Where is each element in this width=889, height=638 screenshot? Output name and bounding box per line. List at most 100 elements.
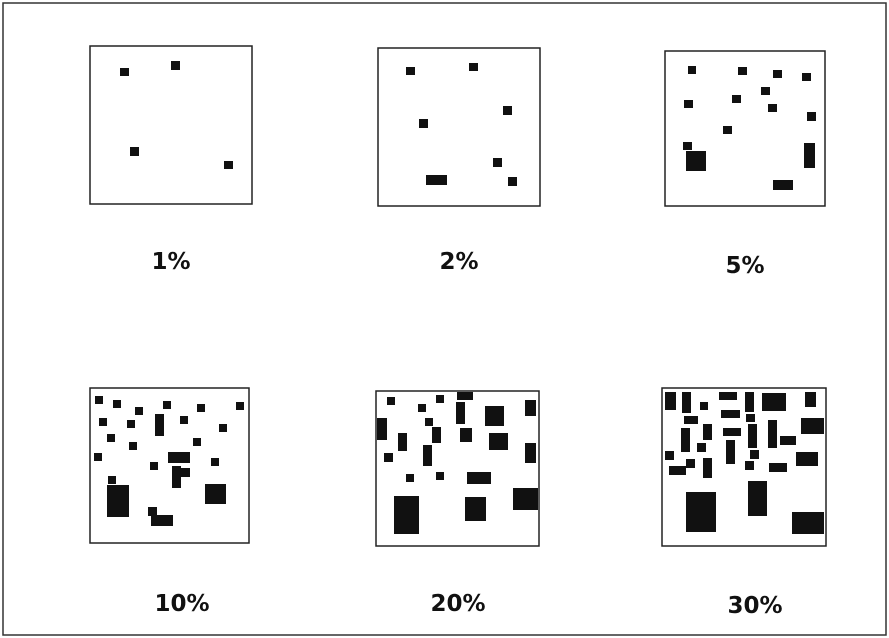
block bbox=[224, 161, 233, 169]
block bbox=[669, 466, 686, 475]
block bbox=[193, 438, 201, 446]
panel-30pct: 30% bbox=[661, 387, 827, 619]
block bbox=[665, 392, 676, 410]
block bbox=[807, 112, 816, 121]
block bbox=[485, 406, 504, 426]
block bbox=[436, 472, 444, 480]
block bbox=[387, 397, 395, 405]
block bbox=[465, 497, 486, 521]
block bbox=[681, 428, 690, 452]
panel-1pct-border bbox=[89, 45, 253, 205]
block bbox=[469, 63, 478, 71]
panel-20pct: 20% bbox=[375, 390, 540, 617]
block bbox=[745, 392, 754, 412]
panel-5pct-label: 5% bbox=[725, 253, 764, 279]
block bbox=[489, 433, 508, 450]
block bbox=[804, 143, 815, 168]
block bbox=[130, 147, 139, 156]
block bbox=[219, 424, 227, 432]
block bbox=[748, 481, 767, 516]
block bbox=[180, 416, 188, 424]
block bbox=[792, 512, 824, 534]
block bbox=[436, 395, 444, 403]
block bbox=[773, 70, 782, 78]
panel-1pct-blocks bbox=[120, 61, 233, 169]
block bbox=[163, 401, 171, 409]
block bbox=[113, 400, 121, 408]
block bbox=[525, 443, 536, 463]
block bbox=[398, 433, 407, 451]
block bbox=[211, 458, 219, 466]
block bbox=[425, 418, 433, 426]
block bbox=[723, 428, 741, 436]
block bbox=[726, 440, 735, 464]
block bbox=[802, 73, 811, 81]
block bbox=[406, 67, 415, 75]
block bbox=[181, 468, 190, 477]
block bbox=[394, 496, 419, 534]
block bbox=[467, 472, 491, 484]
panel-20pct-blocks bbox=[377, 392, 538, 534]
block bbox=[168, 452, 190, 463]
block bbox=[236, 402, 244, 410]
block bbox=[769, 463, 787, 472]
block bbox=[151, 515, 173, 526]
panel-1pct-label: 1% bbox=[151, 249, 190, 275]
block bbox=[732, 95, 741, 103]
block bbox=[457, 392, 473, 400]
block bbox=[107, 434, 115, 442]
block bbox=[746, 414, 755, 422]
block bbox=[703, 424, 712, 440]
block bbox=[525, 400, 536, 416]
panel-1pct: 1% bbox=[89, 45, 253, 275]
block bbox=[456, 402, 465, 424]
panel-5pct-blocks bbox=[683, 66, 816, 190]
block bbox=[120, 68, 129, 76]
block bbox=[493, 158, 502, 167]
block bbox=[750, 450, 759, 459]
block bbox=[745, 461, 754, 470]
block bbox=[432, 427, 441, 443]
block bbox=[684, 100, 693, 108]
block bbox=[513, 488, 538, 510]
block bbox=[686, 492, 716, 532]
block bbox=[107, 485, 129, 517]
block bbox=[94, 453, 102, 461]
block bbox=[697, 443, 706, 452]
block bbox=[197, 404, 205, 412]
block bbox=[738, 67, 747, 75]
block bbox=[108, 476, 116, 484]
block bbox=[129, 442, 137, 450]
block bbox=[503, 106, 512, 115]
block bbox=[703, 458, 712, 478]
block bbox=[773, 180, 793, 190]
block bbox=[150, 462, 158, 470]
block bbox=[377, 418, 387, 440]
block bbox=[419, 119, 428, 128]
panel-2pct-blocks bbox=[406, 63, 517, 186]
block bbox=[762, 393, 786, 411]
block bbox=[768, 420, 777, 448]
block bbox=[99, 418, 107, 426]
panel-2pct-label: 2% bbox=[439, 249, 478, 275]
block bbox=[205, 484, 226, 504]
panel-30pct-label: 30% bbox=[727, 593, 782, 619]
block bbox=[406, 474, 414, 482]
block bbox=[721, 410, 740, 418]
panel-10pct-blocks bbox=[94, 396, 244, 526]
block bbox=[460, 428, 472, 442]
block bbox=[686, 459, 695, 468]
block bbox=[780, 436, 796, 445]
block bbox=[148, 507, 157, 516]
block bbox=[796, 452, 818, 466]
block bbox=[688, 66, 696, 74]
block bbox=[172, 466, 181, 488]
block bbox=[384, 453, 393, 462]
panel-20pct-label: 20% bbox=[430, 591, 485, 617]
block bbox=[723, 126, 732, 134]
block bbox=[426, 175, 447, 185]
block bbox=[801, 418, 824, 434]
block bbox=[171, 61, 180, 70]
